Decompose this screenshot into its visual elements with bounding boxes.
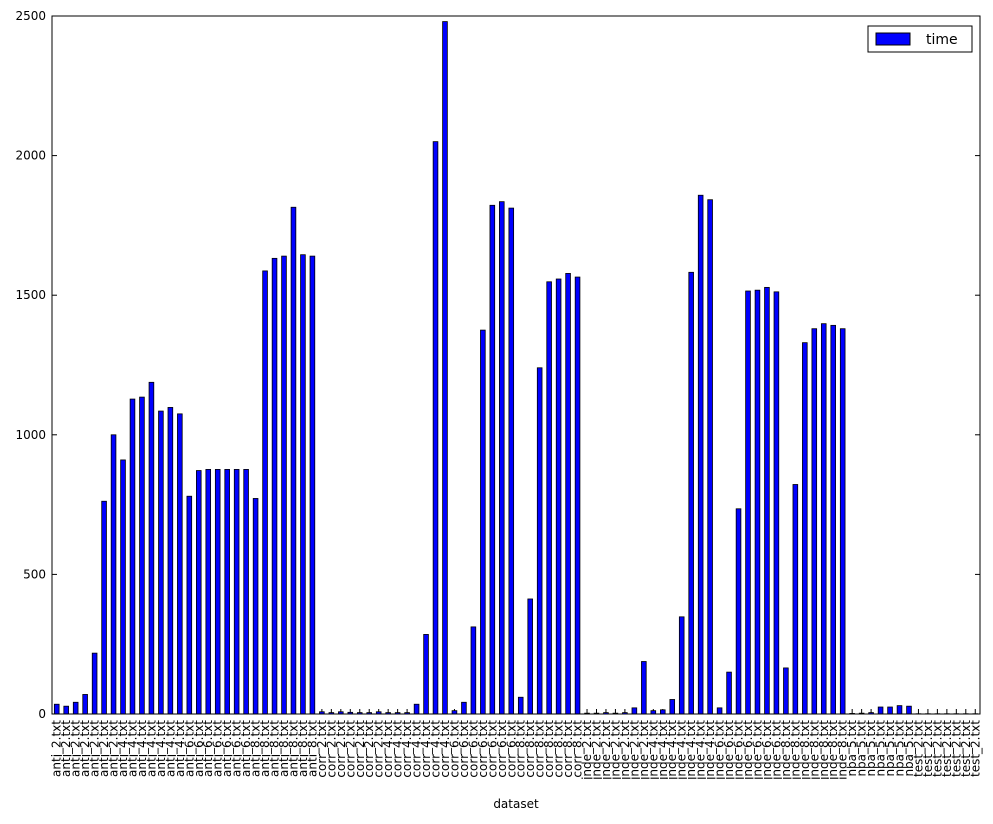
bar <box>708 200 713 714</box>
bar <box>679 617 684 714</box>
bar <box>73 702 78 714</box>
bar <box>187 496 192 714</box>
y-tick-label: 1000 <box>15 428 46 442</box>
bar <box>499 202 504 714</box>
bar <box>575 277 580 714</box>
bar <box>282 256 287 714</box>
bar <box>802 343 807 714</box>
bar <box>92 653 97 714</box>
bar <box>310 256 315 714</box>
bar <box>651 711 656 714</box>
bar <box>234 469 239 714</box>
bar <box>660 710 665 714</box>
bar <box>746 291 751 714</box>
bar <box>566 273 571 714</box>
y-tick-label: 500 <box>23 567 46 581</box>
bar <box>452 711 457 714</box>
bar <box>556 279 561 714</box>
bar <box>480 330 485 714</box>
bar <box>907 706 912 714</box>
bar <box>462 702 467 714</box>
bar <box>793 484 798 714</box>
bar <box>64 706 69 714</box>
bar <box>414 704 419 714</box>
y-tick-label: 0 <box>38 707 46 721</box>
bar <box>821 324 826 714</box>
bar <box>168 407 173 714</box>
bar <box>689 272 694 714</box>
bar <box>272 258 277 714</box>
bar <box>111 435 116 714</box>
bar <box>140 397 145 714</box>
bar <box>54 704 59 714</box>
bar <box>784 668 789 714</box>
bar <box>641 662 646 714</box>
x-axis-label: dataset <box>493 797 539 811</box>
bar <box>490 205 495 714</box>
bar <box>518 697 523 714</box>
bar <box>755 290 760 714</box>
bar <box>471 627 476 714</box>
legend-swatch <box>876 33 910 45</box>
bar <box>177 414 182 714</box>
x-tick-label: test_2.txt <box>968 720 982 777</box>
bar <box>812 329 817 714</box>
bar <box>537 368 542 714</box>
bar <box>878 707 883 714</box>
bar <box>528 599 533 714</box>
y-tick-label: 1500 <box>15 288 46 302</box>
bar <box>443 22 448 714</box>
bar <box>149 382 154 714</box>
bar <box>130 399 135 714</box>
bar <box>727 672 732 714</box>
bar <box>736 509 741 714</box>
bar <box>253 498 258 714</box>
bar <box>121 460 126 714</box>
legend-label: time <box>926 32 958 48</box>
bar <box>301 255 306 714</box>
bar <box>215 469 220 714</box>
bar <box>897 706 902 714</box>
bar <box>102 501 107 714</box>
bar <box>698 195 703 714</box>
bar <box>291 207 296 714</box>
bar <box>765 287 770 714</box>
y-tick-label: 2500 <box>15 9 46 23</box>
bar <box>717 708 722 714</box>
bar <box>159 411 164 714</box>
bar <box>840 329 845 714</box>
y-tick-label: 2000 <box>15 149 46 163</box>
bar <box>225 469 230 714</box>
bar <box>424 634 429 714</box>
bar <box>244 469 249 714</box>
bar <box>831 325 836 714</box>
bar <box>670 699 675 714</box>
bar <box>206 469 211 714</box>
bar <box>196 471 201 714</box>
bar <box>83 694 88 714</box>
bar <box>263 271 268 714</box>
bar <box>547 282 552 714</box>
bar <box>509 208 514 714</box>
bar <box>433 142 438 714</box>
bar <box>632 708 637 714</box>
bar <box>774 292 779 714</box>
bar <box>888 707 893 714</box>
